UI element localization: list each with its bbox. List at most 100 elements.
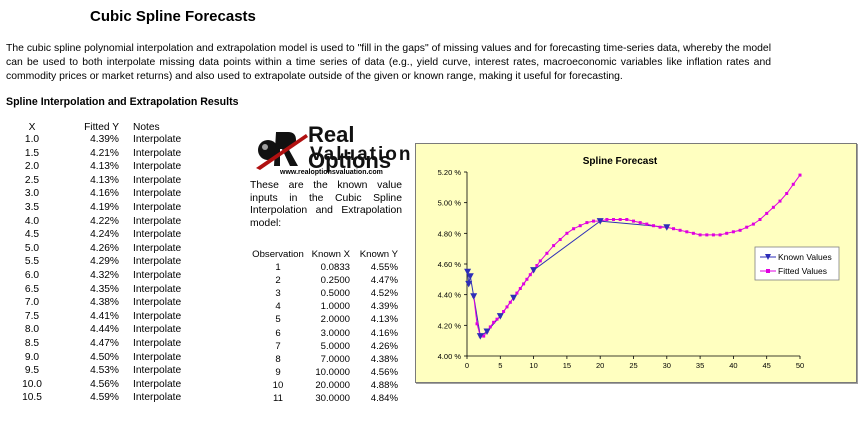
known-row: 1 0.0833 4.55% bbox=[248, 262, 408, 274]
cell-observation: 5 bbox=[275, 314, 281, 326]
known-value-point bbox=[663, 224, 671, 231]
fitted-value-point bbox=[572, 227, 576, 231]
cell-x: 10.5 bbox=[22, 392, 42, 404]
fitted-value-point bbox=[518, 287, 522, 290]
cell-fitted-y: 4.38% bbox=[90, 297, 119, 309]
y-tick-label: 4.80 % bbox=[438, 229, 462, 238]
cell-x: 8.5 bbox=[24, 338, 40, 349]
cell-x: 3.5 bbox=[24, 202, 40, 213]
cell-fitted-y: 4.32% bbox=[90, 270, 119, 281]
cell-note: Interpolate bbox=[133, 324, 182, 336]
fitted-value-point bbox=[698, 233, 702, 237]
cell-fitted-y: 4.24% bbox=[90, 229, 119, 241]
cell-fitted-y: 4.29% bbox=[90, 256, 119, 268]
fitted-value-point bbox=[508, 300, 512, 304]
cell-note: Interpolate bbox=[133, 392, 182, 404]
fitted-value-point bbox=[725, 231, 729, 235]
cell-x: 5.5 bbox=[24, 256, 40, 268]
cell-note: Interpolate bbox=[133, 270, 182, 281]
cell-fitted-y: 4.35% bbox=[90, 283, 119, 295]
cell-note: Interpolate bbox=[133, 283, 182, 295]
logo-url: www.realoptionsvaluation.com bbox=[280, 169, 383, 176]
fitted-value-point bbox=[691, 231, 695, 235]
legend-fitted-marker-icon bbox=[766, 269, 770, 273]
results-row: 9.5 4.53% Interpolate bbox=[0, 365, 240, 377]
cell-known-x: 0.5000 bbox=[320, 288, 350, 300]
cell-x: 3.0 bbox=[24, 188, 40, 200]
legend-known-label: Known Values bbox=[778, 252, 832, 262]
cell-note: Interpolate bbox=[133, 378, 182, 390]
known-value-point bbox=[530, 267, 538, 274]
fitted-value-point bbox=[765, 211, 769, 215]
x-tick-label: 40 bbox=[729, 361, 737, 370]
known-value-point bbox=[464, 268, 472, 276]
cell-observation: 6 bbox=[275, 327, 281, 339]
cell-observation: 10 bbox=[272, 379, 284, 391]
cell-note: Interpolate bbox=[133, 365, 182, 377]
known-row: 10 20.0000 4.88% bbox=[248, 380, 408, 392]
known-values-table: Observation Known X Known Y 1 0.0833 4.55%… bbox=[248, 249, 408, 414]
known-row: 3 0.5000 4.52% bbox=[248, 288, 408, 300]
cell-observation: 9 bbox=[275, 366, 281, 378]
fitted-value-point bbox=[495, 317, 499, 321]
cell-known-y: 4.88% bbox=[370, 379, 398, 391]
results-row: 4.5 4.24% Interpolate bbox=[0, 229, 240, 241]
logo-text-line1: Real Options bbox=[308, 122, 392, 173]
cell-fitted-y: 4.22% bbox=[90, 215, 119, 227]
results-row: 8.0 4.44% Interpolate bbox=[0, 324, 240, 336]
cell-x: 4.0 bbox=[24, 215, 40, 227]
chart-title: Spline Forecast bbox=[583, 156, 658, 167]
cell-known-x: 20.0000 bbox=[315, 379, 350, 391]
cell-known-y: 4.52% bbox=[370, 288, 398, 300]
cell-known-y: 4.56% bbox=[370, 366, 398, 378]
fitted-value-point bbox=[492, 320, 496, 324]
cell-fitted-y: 4.56% bbox=[90, 378, 119, 390]
fitted-value-point bbox=[711, 233, 715, 237]
cell-observation: 1 bbox=[275, 262, 281, 273]
fitted-value-point bbox=[528, 273, 532, 277]
fitted-value-point bbox=[778, 199, 782, 203]
fitted-value-point bbox=[605, 218, 609, 221]
results-row: 4.0 4.22% Interpolate bbox=[0, 216, 240, 228]
cell-fitted-y: 4.39% bbox=[90, 134, 119, 145]
known-value-point bbox=[470, 293, 478, 300]
cell-note: Interpolate bbox=[133, 310, 182, 322]
cell-fitted-y: 4.21% bbox=[90, 147, 119, 159]
cell-x: 1.5 bbox=[24, 147, 40, 159]
x-tick-label: 50 bbox=[796, 361, 804, 370]
cell-note: Interpolate bbox=[133, 161, 182, 173]
cell-note: Interpolate bbox=[133, 174, 182, 186]
cell-observation: 8 bbox=[275, 353, 281, 365]
known-row: 8 7.0000 4.38% bbox=[248, 354, 408, 366]
header-notes: Notes bbox=[133, 122, 160, 133]
results-row: 1.5 4.21% Interpolate bbox=[0, 148, 240, 160]
known-row: 9 10.0000 4.56% bbox=[248, 367, 408, 379]
page-title: Cubic Spline Forecasts bbox=[90, 8, 256, 25]
fitted-value-point bbox=[578, 224, 582, 228]
cell-x: 1.0 bbox=[24, 134, 40, 145]
results-row: 6.0 4.32% Interpolate bbox=[0, 270, 240, 282]
results-row: 3.0 4.16% Interpolate bbox=[0, 188, 240, 200]
known-value-point bbox=[596, 218, 604, 225]
cell-known-y: 4.26% bbox=[370, 340, 398, 352]
cell-fitted-y: 4.41% bbox=[90, 310, 119, 322]
cell-note: Interpolate bbox=[133, 188, 182, 200]
fitted-value-point bbox=[658, 225, 662, 229]
results-row: 3.5 4.19% Interpolate bbox=[0, 202, 240, 214]
cell-x: 9.0 bbox=[24, 351, 40, 363]
cell-known-y: 4.47% bbox=[370, 275, 398, 287]
cell-x: 6.5 bbox=[24, 283, 40, 295]
fitted-value-point bbox=[592, 219, 595, 223]
fitted-value-point bbox=[545, 251, 549, 255]
known-row: 5 2.0000 4.13% bbox=[248, 314, 408, 326]
fitted-value-point bbox=[522, 282, 526, 286]
logo-mark-icon bbox=[256, 132, 308, 170]
known-row: 2 0.2500 4.47% bbox=[248, 275, 408, 287]
known-value-point bbox=[466, 273, 474, 280]
cell-note: Interpolate bbox=[133, 242, 182, 254]
y-tick-label: 4.20 % bbox=[438, 321, 462, 330]
fitted-value-point bbox=[678, 228, 682, 232]
known-value-point bbox=[510, 294, 518, 302]
known-row: 7 5.0000 4.26% bbox=[248, 341, 408, 353]
y-tick-label: 4.60 % bbox=[438, 260, 462, 269]
